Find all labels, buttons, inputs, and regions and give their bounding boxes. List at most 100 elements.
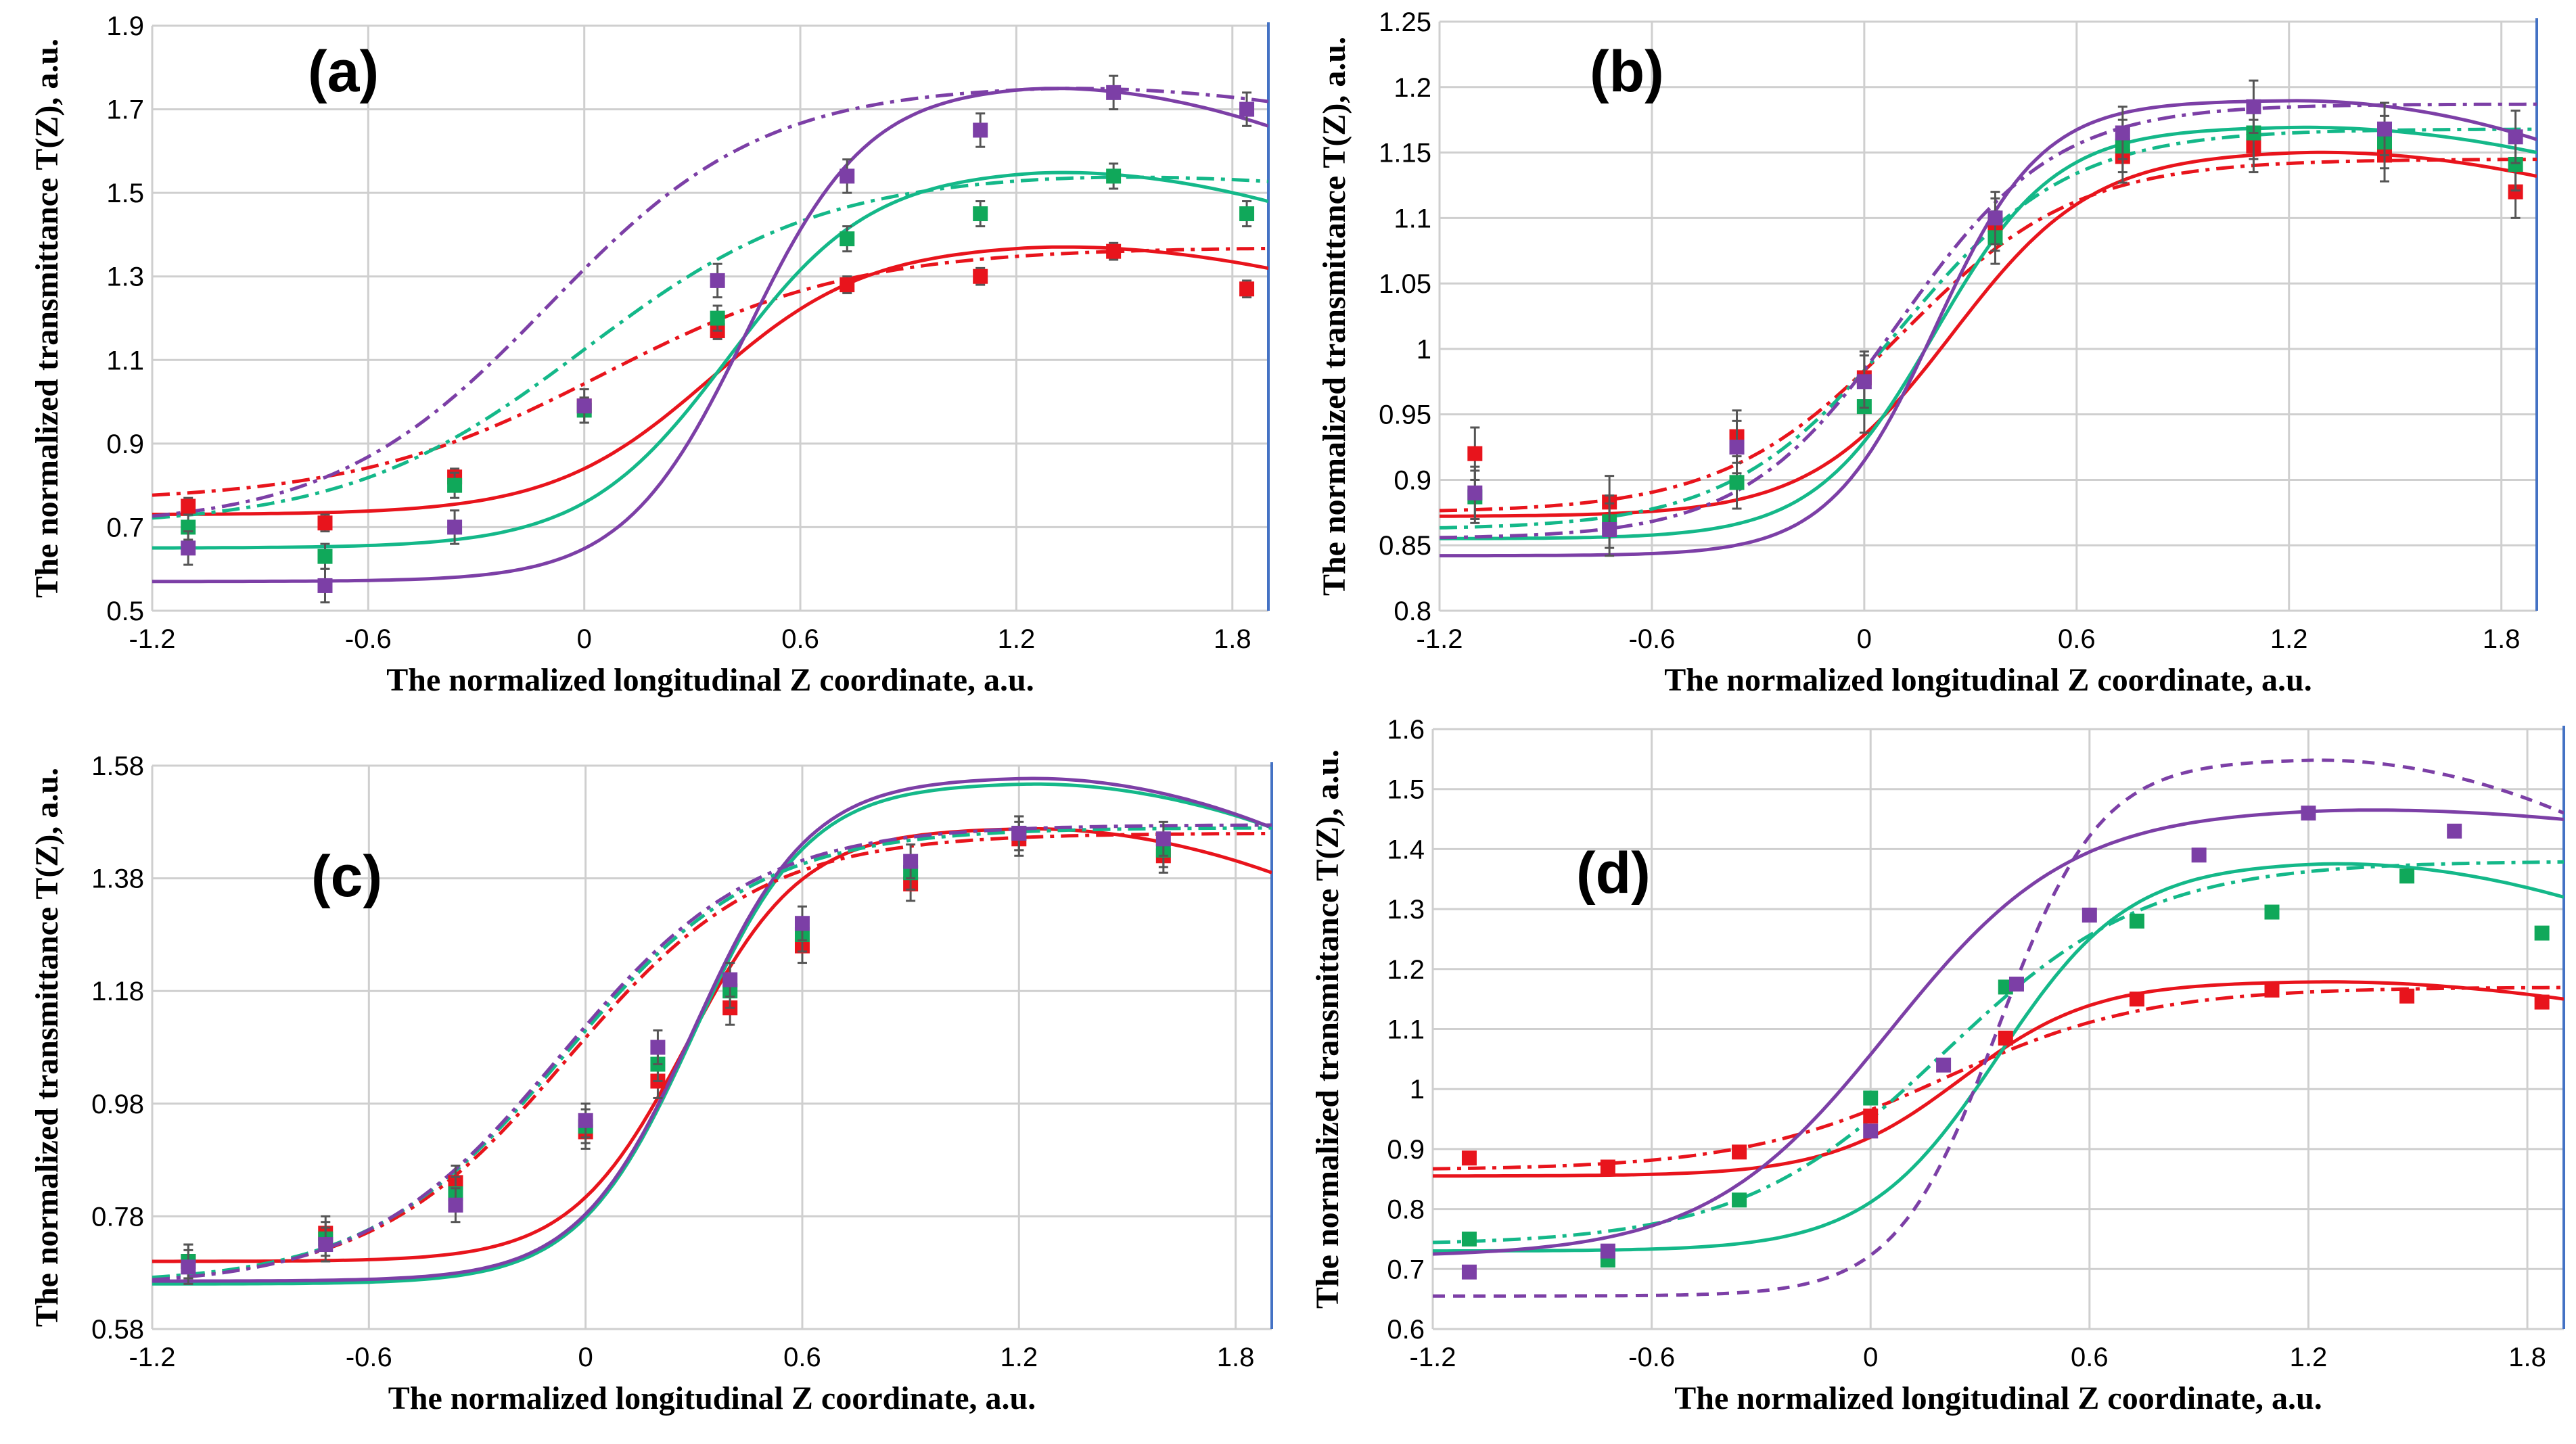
red-data-point xyxy=(2129,992,2144,1007)
y-tick-label: 0.9 xyxy=(106,429,144,459)
purple-data-point xyxy=(1987,210,2003,226)
green-data-point xyxy=(2264,904,2280,920)
purple-fit-curve xyxy=(1433,808,2564,1256)
purple-data-point xyxy=(1461,1264,1477,1280)
purple-data-point xyxy=(578,1113,593,1128)
purple-data-point xyxy=(1600,1243,1615,1259)
x-tick-label: 0.6 xyxy=(2071,1343,2109,1372)
red-data-point xyxy=(840,277,855,293)
green-data-point xyxy=(2534,925,2550,941)
red-data-point xyxy=(1106,243,1122,259)
red-data-point xyxy=(1467,446,1483,461)
red-data-point xyxy=(1998,1030,2013,1046)
series-purple xyxy=(181,815,1171,1285)
purple-fit-dashdot-curve xyxy=(152,823,1272,1282)
y-tick-label: 0.8 xyxy=(1387,1195,1425,1225)
y-tick-label: 1.9 xyxy=(106,11,144,41)
x-tick-label: 0.6 xyxy=(781,624,819,654)
green-fit-dashdot-curve xyxy=(1440,127,2537,530)
purple-data-point xyxy=(1729,440,1745,455)
red-data-point xyxy=(1732,1144,1747,1160)
purple-data-point xyxy=(317,578,333,593)
purple-fit-curve xyxy=(1440,99,2537,558)
purple-data-point xyxy=(650,1040,666,1055)
panel-label: (a) xyxy=(308,39,379,104)
y-tick-label: 0.9 xyxy=(1387,1135,1425,1165)
purple-data-point xyxy=(448,1197,463,1213)
x-tick-label: 1.8 xyxy=(1214,624,1251,654)
x-tick-label: 1.8 xyxy=(2508,1343,2546,1372)
y-tick-label: 1.15 xyxy=(1379,139,1431,168)
purple-data-point xyxy=(1011,825,1027,841)
series-red xyxy=(1467,118,2523,530)
green-data-point xyxy=(2129,913,2144,929)
purple-data-point xyxy=(1856,374,1872,390)
purple-fit-dashed-curve xyxy=(1433,758,2564,1298)
purple-data-point xyxy=(447,519,463,535)
x-tick-label: 1.2 xyxy=(1000,1343,1038,1372)
purple-data-point xyxy=(903,854,919,869)
y-tick-label: 1 xyxy=(1417,335,1431,365)
fit-curves xyxy=(1440,99,2537,558)
y-tick-label: 0.95 xyxy=(1379,400,1431,430)
x-tick-label: 0 xyxy=(1857,624,1872,654)
y-tick-label: 1.05 xyxy=(1379,269,1431,299)
green-data-point xyxy=(1106,168,1122,184)
x-tick-label: -1.2 xyxy=(129,624,176,654)
red-data-point xyxy=(1461,1150,1477,1166)
x-tick-label: 1.2 xyxy=(998,624,1036,654)
red-fit-dashdot-curve xyxy=(1440,158,2537,513)
panel-c: -1.2 -0.6 0 0.6 1.2 1.8 0.58 0.78 0.98 1.18 1.38 1.… xyxy=(29,751,1273,1416)
x-tick-label: 1.8 xyxy=(2483,624,2521,654)
purple-data-point xyxy=(576,398,592,414)
y-tick-label: 1.5 xyxy=(106,179,144,208)
y-tick-label: 1.6 xyxy=(1387,715,1425,745)
y-tick-label: 1.1 xyxy=(106,346,144,375)
series-purple xyxy=(1467,79,2523,557)
y-tick-label: 1.2 xyxy=(1387,955,1425,985)
purple-data-point xyxy=(1106,85,1122,100)
series-purple xyxy=(1461,806,2462,1280)
purple-data-point xyxy=(1239,101,1255,117)
x-axis-title: The normalized longitudinal Z coordinate… xyxy=(1674,1380,2322,1416)
purple-data-point xyxy=(2246,99,2261,114)
x-tick-label: 0 xyxy=(1863,1343,1878,1372)
green-fit-curve xyxy=(1433,862,2564,1253)
y-tick-label: 0.85 xyxy=(1379,531,1431,561)
x-axis-title: The normalized longitudinal Z coordinate… xyxy=(388,1380,1036,1416)
x-tick-label: -1.2 xyxy=(1417,624,1463,654)
x-tick-label: 0.6 xyxy=(783,1343,821,1372)
red-data-point xyxy=(181,498,196,514)
purple-data-point xyxy=(2447,823,2462,839)
purple-data-point xyxy=(2008,976,2024,992)
purple-data-point xyxy=(1863,1123,1879,1139)
x-tick-label: 1.8 xyxy=(1217,1343,1255,1372)
panel-d: -1.2 -0.6 0 0.6 1.2 1.8 0.6 0.7 0.8 0.9 1 1.1 1.2 1.3… xyxy=(1310,715,2565,1416)
y-tick-label: 0.78 xyxy=(91,1202,144,1232)
y-tick-label: 0.5 xyxy=(106,597,144,626)
purple-fit-dashdot-curve xyxy=(152,87,1268,518)
series-purple xyxy=(181,74,1255,604)
purple-data-point xyxy=(318,1237,334,1253)
purple-data-point xyxy=(1602,521,1617,537)
red-fit-curve xyxy=(1440,150,2537,518)
green-data-point xyxy=(317,549,333,564)
x-tick-label: -1.2 xyxy=(1410,1343,1456,1372)
y-tick-label: 0.98 xyxy=(91,1090,144,1119)
purple-data-point xyxy=(2115,125,2130,141)
purple-fit-dashdot-curve xyxy=(1440,102,2537,540)
red-data-point xyxy=(2508,184,2523,200)
x-tick-label: 0 xyxy=(578,1343,593,1372)
x-tick-label: 1.2 xyxy=(2290,1343,2328,1372)
purple-data-point xyxy=(794,916,810,931)
green-data-point xyxy=(1729,475,1745,490)
green-fit-curve xyxy=(152,170,1268,550)
purple-data-point xyxy=(1936,1057,1952,1073)
y-tick-label: 1.3 xyxy=(1387,895,1425,925)
green-data-point xyxy=(1461,1231,1477,1247)
y-tick-label: 1.7 xyxy=(106,95,144,125)
y-tick-label: 0.6 xyxy=(1387,1315,1425,1345)
fit-curves xyxy=(1433,758,2564,1298)
series-green xyxy=(181,162,1255,570)
green-data-point xyxy=(1732,1192,1747,1208)
